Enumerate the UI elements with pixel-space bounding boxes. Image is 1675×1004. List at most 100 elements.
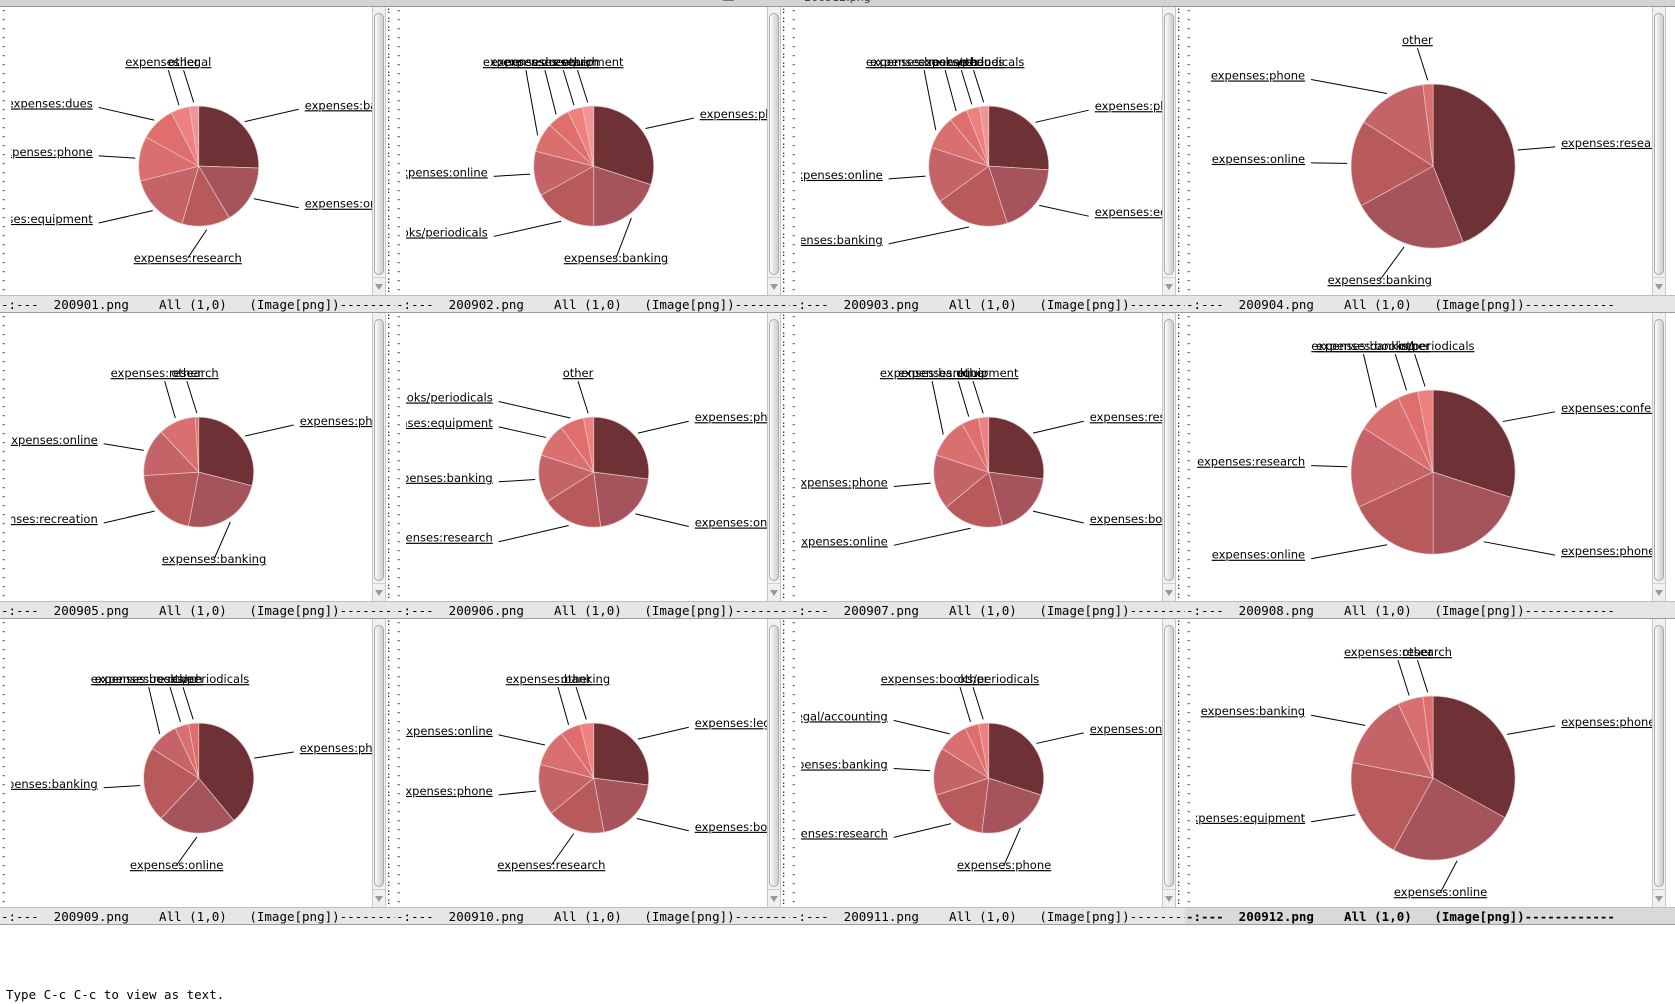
pie-slice	[1432, 695, 1516, 819]
mode-line[interactable]: -:--- 200909.png All (1,0) (Image[png])-…	[0, 907, 395, 925]
emacs-window-200903[interactable]: - - - - - - - - - - - - - - - - - - - - - - - - - - - - - - - - expenses…	[790, 7, 1185, 313]
mode-line[interactable]: -:--- 200908.png All (1,0) (Image[png])-…	[1185, 601, 1675, 619]
pie-chart: expenses:phone expenses:online expenses:re…	[406, 313, 767, 601]
mode-line[interactable]: -:--- 200907.png All (1,0) (Image[png])-…	[790, 601, 1185, 619]
leader-line	[1397, 659, 1410, 696]
truncation-marks-icon: --------------------------------	[791, 7, 797, 295]
window-body[interactable]: - - - - - - - - - - - - - - - - - - - - - - - - - - - - - - - - expenses…	[395, 313, 790, 601]
vertical-scrollbar[interactable]	[1652, 619, 1666, 907]
image-canvas[interactable]: expenses:phone expenses:online expenses:re…	[406, 313, 767, 601]
mode-line[interactable]: -:--- 200912.png All (1,0) (Image[png])-…	[1185, 907, 1675, 925]
window-body[interactable]: - - - - - - - - - - - - - - - - - - - - - - - - - - - - - - - - expenses…	[0, 313, 395, 601]
pie-chart: expenses:phone expenses:equipment expenses…	[801, 7, 1162, 295]
image-canvas[interactable]: expenses:phone expenses:online expenses:ba…	[11, 619, 372, 907]
window-body[interactable]: - - - - - - - - - - - - - - - - - - - - - - - - - - - - - - - - expenses…	[1185, 313, 1675, 601]
image-canvas[interactable]: expenses:research expenses:banking expense…	[1196, 7, 1652, 295]
window-body[interactable]: - - - - - - - - - - - - - - - - - - - - - - - - - - - - - - - - expenses…	[395, 7, 790, 295]
image-canvas[interactable]: expenses:phone expenses:online expenses:eq…	[1196, 619, 1652, 907]
scroll-down-arrow-icon[interactable]	[768, 277, 780, 295]
scroll-down-arrow-icon[interactable]	[1653, 889, 1665, 907]
vertical-scrollbar[interactable]	[1162, 313, 1176, 601]
pie-slice	[188, 471, 253, 528]
pie-slice-label: expenses:research	[406, 531, 493, 545]
emacs-window-200901[interactable]: - - - - - - - - - - - - - - - - - - - - - - - - - - - - - - - - expenses…	[0, 7, 395, 313]
emacs-window-200909[interactable]: - - - - - - - - - - - - - - - - - - - - - - - - - - - - - - - - expenses…	[0, 619, 395, 925]
image-canvas[interactable]: expenses:conference expenses:phone expense…	[1196, 313, 1652, 601]
emacs-window-200905[interactable]: - - - - - - - - - - - - - - - - - - - - - - - - - - - - - - - - expenses…	[0, 313, 395, 619]
vertical-scrollbar[interactable]	[372, 7, 386, 295]
scroll-down-arrow-icon[interactable]	[1163, 889, 1175, 907]
vertical-scrollbar[interactable]	[1652, 7, 1666, 295]
emacs-window-200911[interactable]: - - - - - - - - - - - - - - - - - - - - - - - - - - - - - - - - expenses…	[790, 619, 1185, 925]
window-body[interactable]: - - - - - - - - - - - - - - - - - - - - - - - - - - - - - - - - expenses…	[0, 7, 395, 295]
scroll-down-arrow-icon[interactable]	[1163, 583, 1175, 601]
vertical-scrollbar[interactable]	[767, 7, 781, 295]
window-body[interactable]: - - - - - - - - - - - - - - - - - - - - - - - - - - - - - - - - expenses…	[790, 7, 1185, 295]
vertical-scrollbar[interactable]	[372, 313, 386, 601]
scroll-down-arrow-icon[interactable]	[1163, 277, 1175, 295]
leader-line	[1394, 353, 1408, 391]
image-canvas[interactable]: expenses:phone expenses:banking expenses:r…	[11, 313, 372, 601]
image-canvas[interactable]: expenses:phone expenses:equipment expenses…	[801, 7, 1162, 295]
emacs-window-200904[interactable]: - - - - - - - - - - - - - - - - - - - - - - - - - - - - - - - - expenses…	[1185, 7, 1675, 313]
emacs-window-200910[interactable]: - - - - - - - - - - - - - - - - - - - - - - - - - - - - - - - - expenses…	[395, 619, 790, 925]
scrollbar-thumb[interactable]	[769, 625, 779, 887]
left-fringe: --------------------------------	[395, 7, 406, 295]
mode-line[interactable]: -:--- 200910.png All (1,0) (Image[png])-…	[395, 907, 790, 925]
scroll-down-arrow-icon[interactable]	[1653, 583, 1665, 601]
scrollbar-thumb[interactable]	[769, 319, 779, 581]
leader-line	[254, 751, 294, 759]
mode-line[interactable]: -:--- 200904.png All (1,0) (Image[png])-…	[1185, 295, 1675, 313]
pie-slice-label: expenses:online	[305, 197, 372, 211]
mode-line[interactable]: -:--- 200905.png All (1,0) (Image[png])-…	[0, 601, 395, 619]
scroll-down-arrow-icon[interactable]	[1653, 277, 1665, 295]
scrollbar-thumb[interactable]	[1164, 625, 1174, 887]
vertical-scrollbar[interactable]	[372, 619, 386, 907]
leader-line	[615, 217, 632, 259]
vertical-scrollbar[interactable]	[1652, 313, 1666, 601]
mode-line[interactable]: -:--- 200906.png All (1,0) (Image[png])-…	[395, 601, 790, 619]
scroll-down-arrow-icon[interactable]	[768, 889, 780, 907]
image-canvas[interactable]: expenses:online expenses:phone expenses:re…	[801, 619, 1162, 907]
scroll-down-arrow-icon[interactable]	[373, 277, 385, 295]
scrollbar-thumb[interactable]	[1654, 13, 1664, 275]
emacs-window-200912[interactable]: - - - - - - - - - - - - - - - - - - - - - - - - - - - - - - - - expenses…	[1185, 619, 1675, 925]
scrollbar-thumb[interactable]	[1654, 625, 1664, 887]
leader-line	[893, 719, 950, 735]
mode-line[interactable]: -:--- 200901.png All (1,0) (Image[png])-…	[0, 295, 395, 313]
scroll-down-arrow-icon[interactable]	[373, 583, 385, 601]
vertical-scrollbar[interactable]	[1162, 619, 1176, 907]
scrollbar-thumb[interactable]	[374, 319, 384, 581]
emacs-window-200907[interactable]: - - - - - - - - - - - - - - - - - - - - - - - - - - - - - - - - expenses…	[790, 313, 1185, 619]
image-canvas[interactable]: expenses:legal/accounting expenses:books/…	[406, 619, 767, 907]
scroll-down-arrow-icon[interactable]	[373, 889, 385, 907]
window-body[interactable]: - - - - - - - - - - - - - - - - - - - - - - - - - - - - - - - - expenses…	[395, 619, 790, 907]
scrollbar-thumb[interactable]	[1164, 319, 1174, 581]
mode-line[interactable]: -:--- 200911.png All (1,0) (Image[png])-…	[790, 907, 1185, 925]
window-body[interactable]: - - - - - - - - - - - - - - - - - - - - - - - - - - - - - - - - expenses…	[790, 313, 1185, 601]
emacs-window-200906[interactable]: - - - - - - - - - - - - - - - - - - - - - - - - - - - - - - - - expenses…	[395, 313, 790, 619]
scrollbar-thumb[interactable]	[374, 625, 384, 887]
pie-slice	[194, 416, 200, 473]
scrollbar-thumb[interactable]	[1654, 319, 1664, 581]
image-canvas[interactable]: expenses:banking expenses:online expenses:…	[11, 7, 372, 295]
pie-chart: expenses:phone expenses:banking expenses:b…	[406, 7, 767, 295]
mode-line[interactable]: -:--- 200903.png All (1,0) (Image[png])-…	[790, 295, 1185, 313]
vertical-scrollbar[interactable]	[767, 313, 781, 601]
vertical-scrollbar[interactable]	[1162, 7, 1176, 295]
window-body[interactable]: - - - - - - - - - - - - - - - - - - - - - - - - - - - - - - - - expenses…	[790, 619, 1185, 907]
window-body[interactable]: - - - - - - - - - - - - - - - - - - - - - - - - - - - - - - - - expenses…	[1185, 7, 1675, 295]
scroll-down-arrow-icon[interactable]	[768, 583, 780, 601]
image-canvas[interactable]: expenses:research expenses:books/periodic…	[801, 313, 1162, 601]
window-body[interactable]: - - - - - - - - - - - - - - - - - - - - - - - - - - - - - - - - expenses…	[0, 619, 395, 907]
emacs-window-200908[interactable]: - - - - - - - - - - - - - - - - - - - - - - - - - - - - - - - - expenses…	[1185, 313, 1675, 619]
scrollbar-thumb[interactable]	[374, 13, 384, 275]
scrollbar-thumb[interactable]	[1164, 13, 1174, 275]
vertical-scrollbar[interactable]	[767, 619, 781, 907]
image-canvas[interactable]: expenses:phone expenses:banking expenses:b…	[406, 7, 767, 295]
window-body[interactable]: - - - - - - - - - - - - - - - - - - - - - - - - - - - - - - - - expenses…	[1185, 619, 1675, 907]
mode-line[interactable]: -:--- 200902.png All (1,0) (Image[png])-…	[395, 295, 790, 313]
scrollbar-thumb[interactable]	[769, 13, 779, 275]
emacs-window-200902[interactable]: - - - - - - - - - - - - - - - - - - - - - - - - - - - - - - - - expenses…	[395, 7, 790, 313]
pie-slice	[988, 471, 1044, 526]
